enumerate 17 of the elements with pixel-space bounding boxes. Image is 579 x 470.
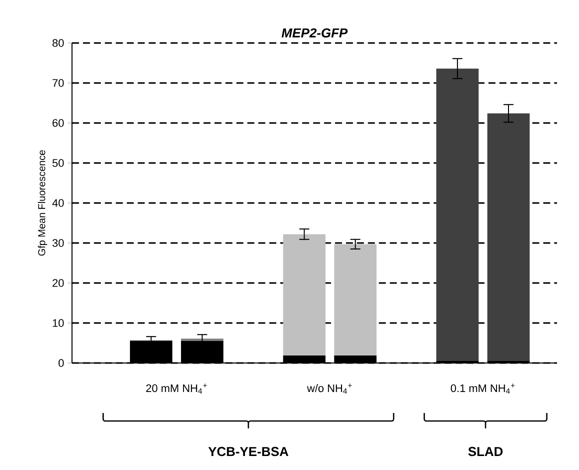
y-tick-label: 60 — [52, 119, 64, 127]
y-tick-label: 40 — [52, 199, 64, 207]
bar — [283, 234, 326, 356]
y-tick-label: 70 — [52, 79, 64, 87]
y-tick-label: 30 — [52, 239, 64, 247]
y-tick-label: 50 — [52, 159, 64, 167]
y-tick-label: 0 — [58, 359, 64, 367]
bar — [487, 113, 530, 361]
y-tick-label: 10 — [52, 319, 64, 327]
bar — [334, 244, 377, 356]
text: SLAD — [468, 446, 503, 456]
y-tick-label: 80 — [52, 39, 64, 47]
y-tick-label: 20 — [52, 279, 64, 287]
y-axis-title: Gfp Mean Fluorescence — [38, 150, 48, 256]
text: YCB-YE-BSA — [208, 446, 288, 456]
bar — [436, 68, 479, 361]
chart-title: MEP2-GFP — [282, 28, 348, 38]
